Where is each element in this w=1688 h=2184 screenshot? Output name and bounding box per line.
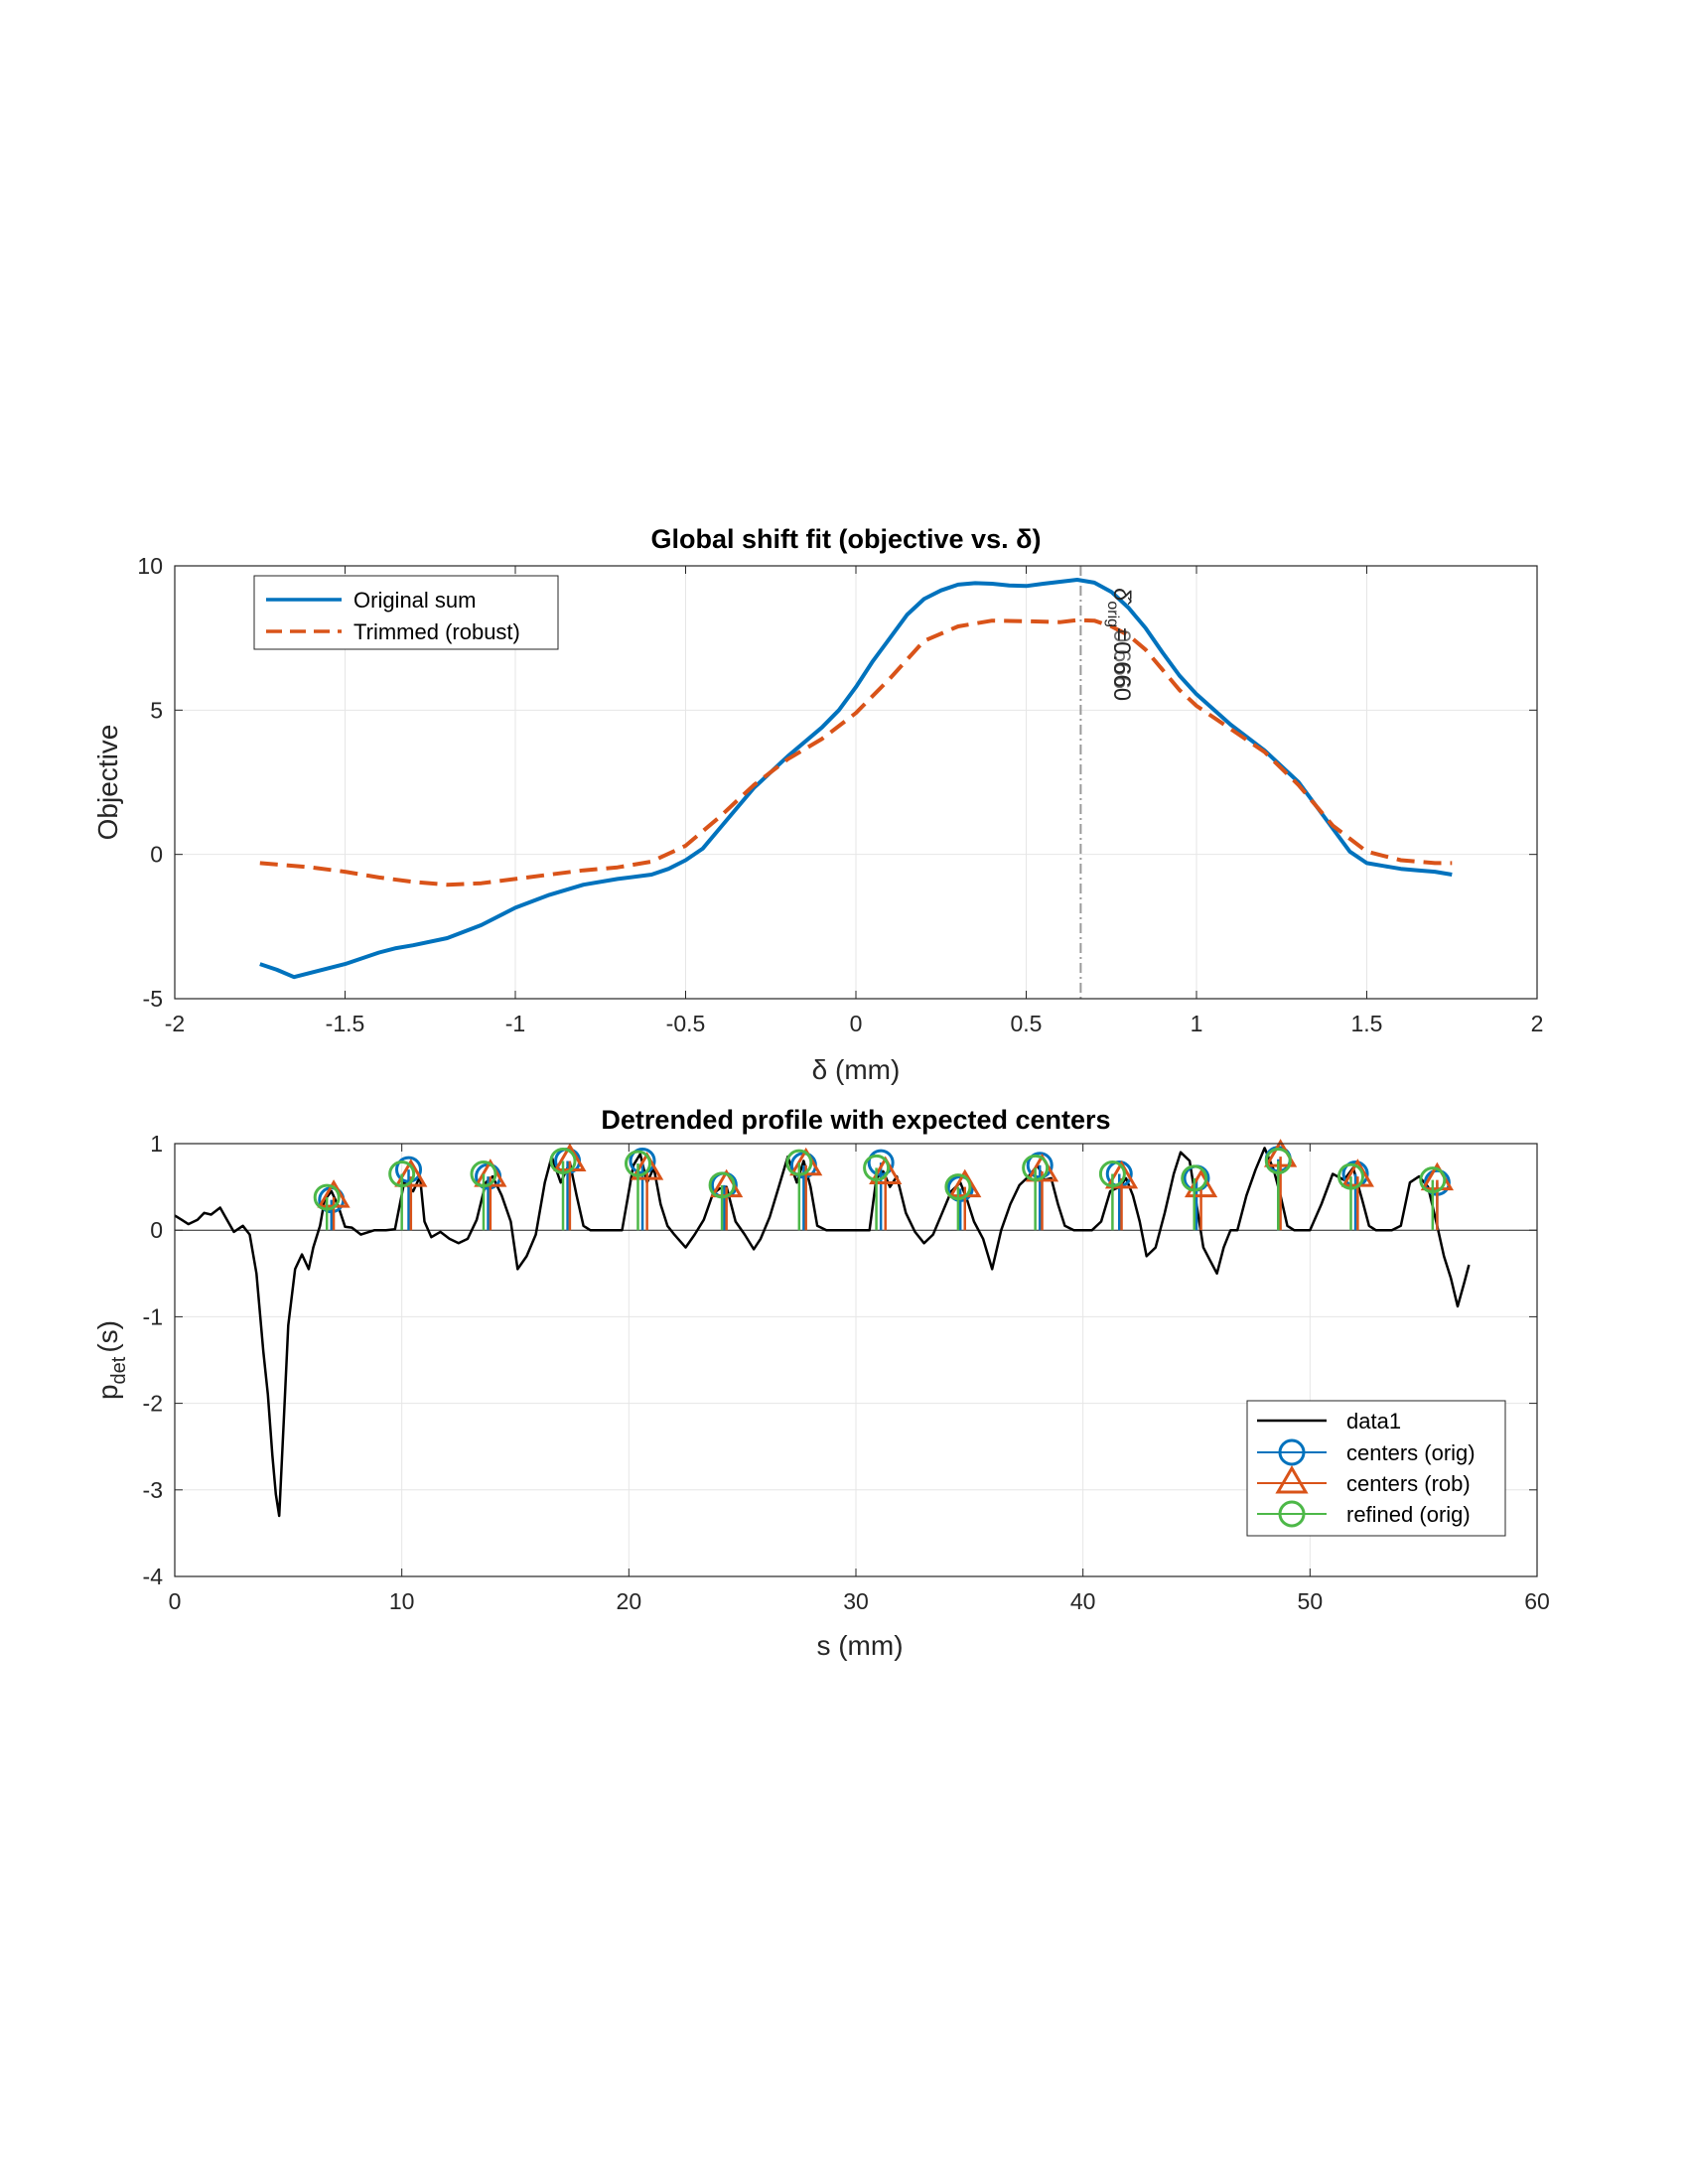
ylabel-subscript: det (108, 1356, 130, 1384)
plot2-legend: data1 centers (orig) centers (rob) refin… (1246, 1400, 1506, 1537)
refined-orig-marker (1419, 1166, 1447, 1194)
annotation-symbol: δ̂ (1108, 588, 1135, 605)
refined-orig-marker (1264, 1147, 1292, 1174)
center-orig-marker (1026, 1152, 1054, 1179)
plot2-xtick-label: 50 (1298, 1588, 1324, 1614)
annotation-overlay-value: 0.666 (1108, 629, 1135, 689)
annotation-subscript: orig (1104, 601, 1121, 627)
refined-orig-marker (624, 1150, 651, 1177)
plot1-ytick-label: 10 (137, 553, 163, 579)
plot1-xtick-label: 0.5 (1011, 1011, 1043, 1036)
legend-trimmed-label: Trimmed (robust) (353, 619, 520, 644)
plot1-xtick-label: 2 (1531, 1011, 1544, 1036)
legend-centers-orig-marker (1278, 1438, 1306, 1466)
series-trimmed-robust-line (259, 617, 1453, 887)
center-rob-marker (394, 1159, 428, 1187)
refined-orig-marker (785, 1149, 813, 1176)
plot2-ytick-label: -3 (143, 1477, 163, 1503)
profile-plot: Detrended profile with expected centers … (92, 1105, 1550, 1661)
plot2-xtick-label: 40 (1070, 1588, 1096, 1614)
annotation-value: =0.660 (1108, 627, 1135, 701)
plot2-ytick-label: -1 (143, 1303, 163, 1329)
plot2-ytick-label: 1 (150, 1131, 163, 1157)
plot2-ytick-label: 0 (150, 1217, 163, 1243)
plot1-ytick-label: 5 (150, 697, 163, 723)
plot1-ytick-label: -5 (143, 986, 163, 1012)
objective-plot: Global shift fit (objective vs. δ) -2 -1.… (92, 524, 1543, 1085)
plot2-ytick-label: -4 (143, 1564, 164, 1589)
legend-original-sum-label: Original sum (353, 588, 476, 613)
legend-centers-rob-marker (1275, 1465, 1309, 1494)
plot2-ytick-label: -2 (143, 1391, 163, 1417)
plot2-data (174, 1139, 1537, 1518)
refined-orig-marker (863, 1154, 891, 1181)
plot2-xtick-label: 0 (169, 1588, 182, 1614)
plot1-ylabel: Objective (92, 725, 123, 841)
center-rob-marker (631, 1152, 664, 1180)
optimum-annotation: δ̂orig=0.660 0.666 (1104, 588, 1135, 701)
legend-refined-orig-label: refined (orig) (1346, 1502, 1471, 1527)
refined-orig-marker (388, 1160, 416, 1188)
plot2-xtick-label: 10 (389, 1588, 415, 1614)
plot1-xtick-label: -1 (505, 1011, 525, 1036)
legend-centers-orig-label: centers (orig) (1346, 1440, 1476, 1465)
refined-orig-marker (944, 1173, 972, 1201)
plot2-xtick-label: 60 (1524, 1588, 1550, 1614)
plot1-xtick-label: -0.5 (666, 1011, 706, 1036)
plot2-xtick-label: 30 (843, 1588, 869, 1614)
center-orig-marker (395, 1156, 423, 1183)
center-rob-marker (869, 1156, 903, 1185)
ylabel-main: p (92, 1384, 123, 1400)
center-rob-marker (1104, 1160, 1139, 1189)
svg-text:δ̂orig=0.660: δ̂orig=0.660 (1104, 588, 1135, 701)
plot2-xtick-label: 20 (617, 1588, 642, 1614)
refined-orig-marker (1022, 1154, 1050, 1181)
plot1-ytick-label: 0 (150, 842, 163, 868)
plot1-xlabel: δ (mm) (812, 1054, 901, 1085)
legend-centers-rob-label: centers (rob) (1346, 1471, 1471, 1496)
plot1-xtick-label: 1 (1191, 1011, 1203, 1036)
plot1-ticks: -2 -1.5 -1 -0.5 0 0.5 1 1.5 2 -5 0 5 10 (137, 553, 1543, 1036)
plot2-ticks: 0 10 20 30 40 50 60 -4 -3 -2 -1 0 1 (143, 1131, 1550, 1614)
plot1-xtick-label: -1.5 (326, 1011, 365, 1036)
plot2-xlabel: s (mm) (816, 1630, 903, 1661)
plot1-lines (259, 566, 1453, 999)
plot1-xtick-label: -2 (165, 1011, 185, 1036)
ylabel-suffix: (s) (92, 1320, 123, 1353)
refined-orig-marker (470, 1160, 497, 1188)
plot2-title: Detrended profile with expected centers (601, 1105, 1110, 1135)
plot1-xtick-label: 0 (850, 1011, 863, 1036)
plot1-xtick-label: 1.5 (1351, 1011, 1383, 1036)
plot1-title: Global shift fit (objective vs. δ) (651, 524, 1042, 554)
refined-orig-marker (313, 1183, 341, 1211)
plot1-legend: Original sum Trimmed (robust) (253, 575, 559, 650)
center-orig-marker (629, 1147, 656, 1174)
center-orig-marker (946, 1174, 974, 1202)
legend-data1-label: data1 (1346, 1409, 1401, 1433)
refined-orig-marker (1336, 1162, 1364, 1190)
legend-refined-orig-marker (1278, 1500, 1306, 1528)
center-orig-marker (867, 1149, 895, 1176)
refined-orig-marker (1098, 1160, 1126, 1188)
refined-orig-marker (708, 1171, 736, 1199)
refined-orig-marker (1181, 1164, 1208, 1192)
plot2-ylabel: pdet (s) (92, 1320, 130, 1400)
refined-orig-marker (549, 1147, 577, 1174)
